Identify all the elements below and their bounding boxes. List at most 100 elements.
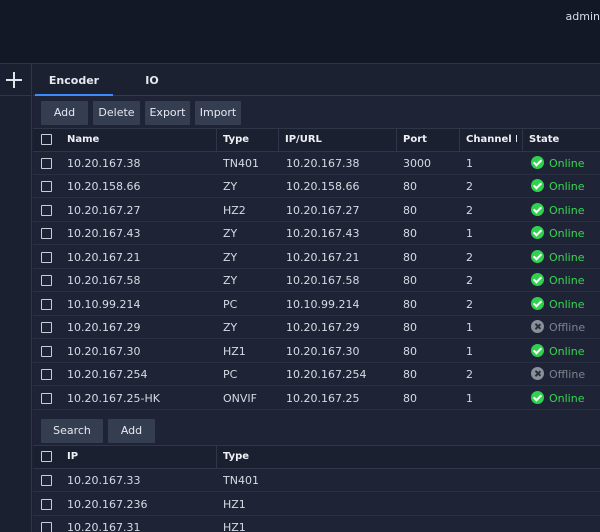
check-circle-icon: [531, 273, 544, 287]
device-type: HZ1: [223, 344, 246, 358]
device-ip: 10.20.158.66: [286, 180, 360, 194]
device-ip: 10.20.167.58: [286, 274, 360, 288]
row-checkbox[interactable]: [41, 204, 52, 216]
tab-encoder[interactable]: Encoder: [35, 64, 113, 96]
device-type: ONVIF: [223, 391, 257, 405]
column-header-name[interactable]: Name: [67, 134, 100, 145]
device-state: Offline: [531, 363, 585, 386]
device-channel: 2: [466, 250, 473, 264]
device-channel: 2: [466, 368, 473, 382]
device-state: Online: [531, 175, 584, 198]
tab-io[interactable]: IO: [145, 74, 159, 87]
device-ip: 10.20.167.30: [286, 344, 360, 358]
table-row[interactable]: 10.20.167.58 ZY 10.20.167.58 80 2 Online: [33, 269, 600, 293]
device-port: 80: [403, 180, 417, 194]
device-state: Offline: [531, 316, 585, 339]
row-checkbox[interactable]: [41, 369, 52, 381]
row-checkbox[interactable]: [41, 181, 52, 193]
device-channel: 1: [466, 391, 473, 405]
device-name: 10.20.167.43: [67, 227, 141, 241]
search-result-row[interactable]: 10.20.167.236 HZ1: [33, 493, 600, 516]
row-checkbox[interactable]: [41, 522, 52, 532]
device-port: 80: [403, 297, 417, 311]
search-select-all-checkbox[interactable]: [41, 451, 52, 462]
column-header-channel[interactable]: Channel N: [459, 129, 517, 151]
device-state: Online: [531, 199, 584, 222]
device-name: 10.20.158.66: [67, 180, 141, 194]
row-checkbox[interactable]: [41, 498, 52, 510]
check-circle-icon: [531, 156, 544, 169]
row-checkbox[interactable]: [41, 251, 52, 263]
import-button[interactable]: Import: [195, 101, 241, 125]
encoder-toolbar: Add Delete Export Import: [33, 98, 600, 128]
row-checkbox[interactable]: [41, 158, 52, 169]
device-channel: 2: [466, 203, 473, 217]
column-header-ip[interactable]: IP/URL: [278, 129, 396, 151]
row-checkbox[interactable]: [41, 275, 52, 287]
device-ip: 10.20.167.25: [286, 391, 360, 405]
device-channel: 2: [466, 274, 473, 288]
table-row[interactable]: 10.20.167.254 PC 10.20.167.254 80 2 Offline: [33, 363, 600, 387]
column-header-search-ip[interactable]: IP: [67, 451, 79, 462]
device-name: 10.10.99.214: [67, 297, 141, 311]
row-checkbox[interactable]: [41, 228, 52, 240]
search-add-button[interactable]: Add: [108, 419, 155, 443]
result-ip: 10.20.167.33: [67, 474, 141, 487]
device-ip: 10.20.167.43: [286, 227, 360, 241]
plus-icon[interactable]: [4, 70, 24, 90]
select-all-checkbox[interactable]: [41, 134, 52, 145]
device-channel: 1: [466, 227, 473, 241]
device-type: ZY: [223, 321, 238, 335]
table-row[interactable]: 10.20.167.43 ZY 10.20.167.43 80 1 Online: [33, 222, 600, 246]
result-type: HZ1: [223, 497, 246, 511]
check-circle-icon: [531, 249, 544, 263]
tab-bar: Encoder IO: [33, 64, 600, 96]
device-channel: 2: [466, 180, 473, 194]
device-channel: 2: [466, 297, 473, 311]
row-checkbox[interactable]: [41, 322, 52, 334]
search-result-row[interactable]: 10.20.167.33 TN401: [33, 469, 600, 492]
table-row[interactable]: 10.20.167.38 TN401 10.20.167.38 3000 1 Online: [33, 152, 600, 175]
row-checkbox[interactable]: [41, 475, 52, 486]
device-name: 10.20.167.29: [67, 321, 141, 335]
state-label: Online: [549, 157, 585, 170]
device-port: 80: [403, 368, 417, 382]
row-checkbox[interactable]: [41, 392, 52, 404]
state-label: Online: [549, 180, 585, 194]
table-row[interactable]: 10.20.167.25-HK ONVIF 10.20.167.25 80 1 Onlin…: [33, 387, 600, 410]
row-checkbox[interactable]: [41, 345, 52, 357]
device-name: 10.20.167.58: [67, 274, 141, 288]
state-label: Online: [549, 297, 585, 311]
table-row[interactable]: 10.20.167.29 ZY 10.20.167.29 80 1 Offline: [33, 316, 600, 340]
user-name[interactable]: admin: [565, 10, 600, 23]
device-ip: 10.20.167.38: [286, 157, 360, 170]
table-row[interactable]: 10.20.158.66 ZY 10.20.158.66 80 2 Online: [33, 175, 600, 199]
table-row[interactable]: 10.20.167.21 ZY 10.20.167.21 80 2 Online: [33, 246, 600, 269]
check-circle-icon: [531, 296, 544, 310]
state-label: Offline: [549, 321, 586, 335]
column-header-search-type[interactable]: Type: [216, 446, 336, 468]
add-button[interactable]: Add: [41, 101, 88, 125]
device-type: ZY: [223, 180, 238, 194]
state-label: Online: [549, 203, 585, 217]
device-type: PC: [223, 297, 238, 311]
table-row[interactable]: 10.10.99.214 PC 10.10.99.214 80 2 Online: [33, 293, 600, 316]
top-bar: admin: [0, 0, 600, 64]
search-button[interactable]: Search: [41, 419, 103, 443]
device-type: ZY: [223, 274, 238, 288]
export-button[interactable]: Export: [145, 101, 190, 125]
device-type: ZY: [223, 250, 238, 264]
device-channel: 1: [466, 157, 473, 170]
delete-button[interactable]: Delete: [93, 101, 140, 125]
column-header-type[interactable]: Type: [216, 129, 278, 151]
column-header-state[interactable]: State: [522, 129, 595, 151]
table-row[interactable]: 10.20.167.30 HZ1 10.20.167.30 80 1 Online: [33, 340, 600, 363]
result-type: HZ1: [223, 521, 246, 532]
search-result-row[interactable]: 10.20.167.31 HZ1: [33, 516, 600, 532]
device-type: HZ2: [223, 203, 246, 217]
device-port: 80: [403, 203, 417, 217]
table-row[interactable]: 10.20.167.27 HZ2 10.20.167.27 80 2 Online: [33, 199, 600, 222]
device-name: 10.20.167.38: [67, 157, 141, 170]
column-header-port[interactable]: Port: [396, 129, 459, 151]
row-checkbox[interactable]: [41, 298, 52, 310]
